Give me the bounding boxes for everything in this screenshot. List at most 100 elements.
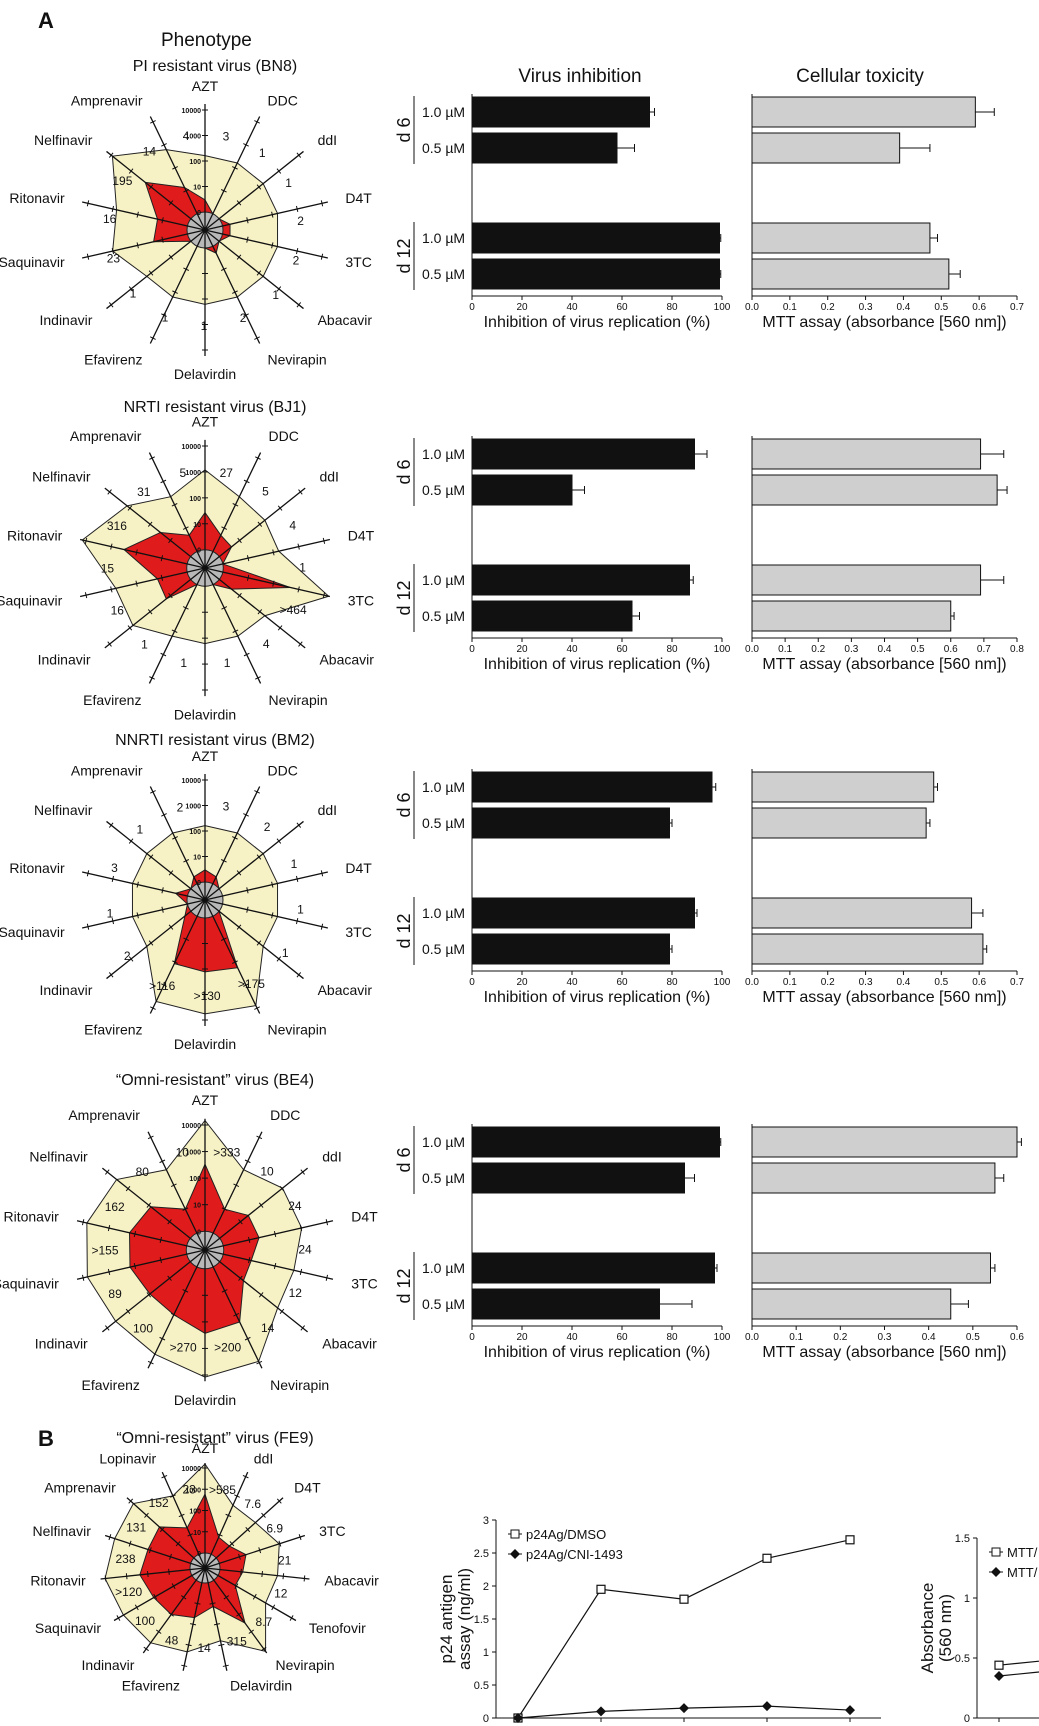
radar-spoke [82, 899, 206, 929]
radar-tick [128, 286, 134, 292]
radar-tick [168, 254, 174, 260]
radar-tick [320, 870, 324, 877]
radar-spoke [204, 229, 328, 259]
radar-tick [216, 1533, 223, 1537]
radar-tick [150, 790, 156, 794]
bar [471, 600, 633, 632]
radar-spoke [204, 1249, 334, 1280]
radar-axis-label: Nelfinavir [34, 132, 93, 148]
radar-tick [252, 1593, 257, 1600]
x-tick-label: 0.2 [811, 644, 825, 655]
bar [471, 807, 670, 839]
radar-fold-label: 162 [105, 1200, 125, 1214]
x-tick-label: 0.6 [1010, 1332, 1024, 1343]
x-axis-label: Inhibition of virus replication (%) [484, 1344, 711, 1361]
radar-tick [172, 166, 178, 170]
radar-scale-label: 0 [197, 880, 201, 887]
radar-title: “Omni-resistant” virus (FE9) [116, 1430, 313, 1447]
bar [471, 474, 573, 506]
radar-fold-label: 195 [112, 174, 132, 188]
radar-axis-label: Nevirapin [270, 1377, 329, 1393]
radar-title: “Omni-resistant” virus (BE4) [116, 1072, 314, 1089]
radar-tick [170, 1313, 177, 1317]
radar-axis-label: 3TC [351, 1275, 377, 1291]
series-marker [994, 1671, 1004, 1681]
radar-tick [148, 940, 154, 946]
radar-fold-label: 10 [176, 1146, 190, 1160]
x-tick-label: 0.3 [844, 644, 858, 655]
radar-fold-label: >200 [214, 1340, 241, 1354]
radar-fold-label: 15 [101, 561, 115, 575]
x-tick-label: 40 [566, 644, 578, 655]
radar-axis-label: DDC [267, 92, 297, 108]
radar-chart: PI resistant virus (BN8) AZT DDC ddI D4T 3TC A… [0, 58, 372, 382]
radar-fold-label: 100 [135, 1614, 155, 1628]
bar [751, 564, 982, 596]
radar-tick [187, 1533, 194, 1537]
radar-tick [183, 859, 190, 863]
radar-scale-label: 10 [193, 522, 201, 529]
radar-tick [325, 1219, 329, 1226]
radar-tick [133, 1230, 137, 1238]
dose-label: 0.5 µM [422, 941, 465, 957]
radar-spoke [204, 786, 261, 901]
x-tick-label: 0.4 [896, 302, 910, 313]
radar-tick [238, 1275, 243, 1281]
radar-tick [144, 1512, 149, 1518]
radar-tick [296, 822, 302, 828]
radar-fold-label: 4 [263, 637, 270, 651]
y-tick-label: 0 [483, 1713, 489, 1725]
radar-axis-label: Amprenavir [70, 428, 142, 444]
x-tick-label: 20 [516, 1332, 528, 1343]
radar-tick [256, 1135, 263, 1140]
radar-tick [146, 1202, 152, 1208]
bar [471, 564, 690, 596]
bar [471, 132, 618, 164]
radar-tick [86, 923, 90, 930]
radar-tick [221, 606, 228, 610]
radar-axis-label: Delavirdin [174, 1036, 236, 1052]
radar-scale-label: 0 [197, 1551, 201, 1558]
radar-spoke [204, 567, 331, 598]
radar-spoke [76, 1220, 206, 1251]
radar-tick [86, 253, 90, 260]
radar-tick [300, 1169, 305, 1175]
x-tick-label: 0.5 [966, 1332, 980, 1343]
radar-tick [108, 152, 114, 158]
radar-spoke [204, 567, 306, 649]
x-tick-label: 100 [714, 1332, 731, 1343]
radar-spoke [149, 786, 206, 901]
radar-tick [238, 1219, 243, 1225]
radar-tick [168, 537, 173, 544]
radar-fold-label: 8.7 [256, 1615, 273, 1629]
radar-tick [233, 1183, 240, 1187]
radar-tick [244, 1336, 251, 1341]
x-tick-label: 100 [714, 644, 731, 655]
x-tick-label: 0.4 [896, 977, 910, 988]
radar-fold-label: 10 [260, 1165, 274, 1179]
radar-tick [148, 184, 154, 190]
radar-axis-label: Indinavir [35, 1336, 88, 1352]
radar-tick [232, 960, 238, 964]
radar-tick [161, 1474, 168, 1479]
x-tick-label: 0.4 [878, 644, 892, 655]
radar-spoke [204, 1131, 263, 1251]
radar-tick [229, 1541, 235, 1547]
radar-fold-label: 80 [136, 1165, 150, 1179]
radar-spoke [149, 229, 206, 344]
radar-spoke [204, 1567, 297, 1622]
series-marker [679, 1594, 689, 1604]
radar-axis-label: Nelfinavir [32, 469, 91, 485]
radar-tick [242, 1474, 249, 1479]
radar-axis-label: DDC [269, 428, 299, 444]
x-axis-label: Inhibition of virus replication (%) [484, 314, 711, 331]
radar-title: PI resistant virus (BN8) [133, 58, 297, 75]
bar [751, 1252, 991, 1284]
radar-axis-label: Abacavir [322, 1336, 377, 1352]
radar-tick [84, 537, 88, 544]
y-tick-label: 1.5 [474, 1614, 489, 1626]
x-tick-label: 80 [666, 1332, 678, 1343]
radar-tick [168, 1612, 174, 1617]
bar [751, 897, 973, 929]
